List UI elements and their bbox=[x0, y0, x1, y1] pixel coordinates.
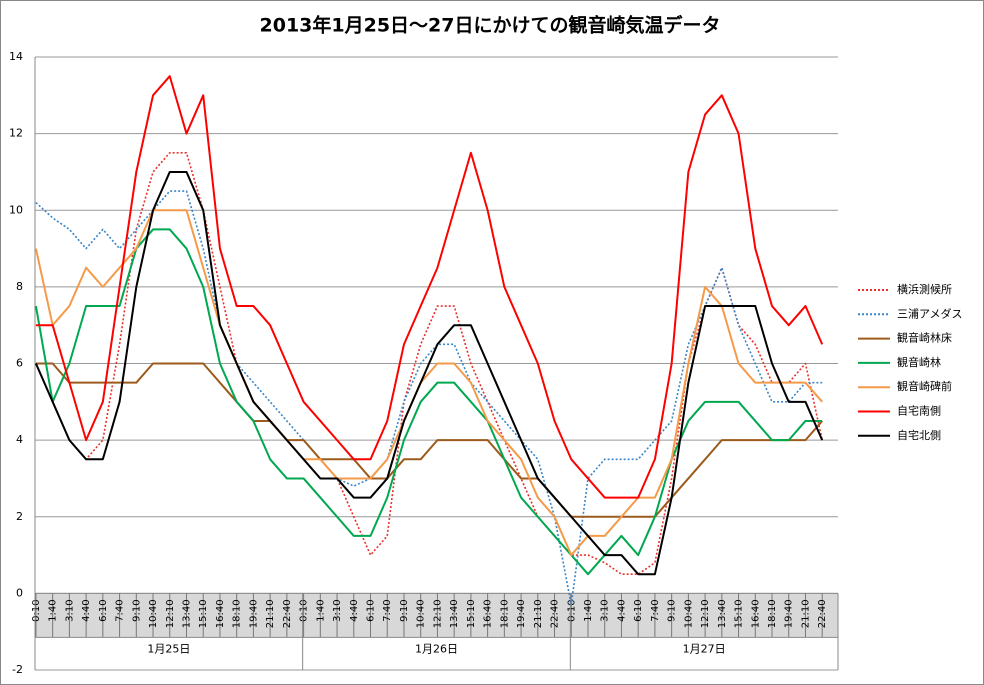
x-tick-label: 21:10 bbox=[265, 599, 276, 628]
x-tick-label: 16:40 bbox=[750, 599, 761, 628]
x-tick-label: 13:40 bbox=[449, 599, 460, 628]
x-tick-label: 13:40 bbox=[717, 599, 728, 628]
y-tick-label: 0 bbox=[16, 586, 23, 599]
x-tick-label: 19:40 bbox=[516, 599, 527, 628]
x-tick-label: 16:40 bbox=[215, 599, 226, 628]
x-tick-label: 15:10 bbox=[466, 599, 477, 628]
series-line bbox=[35, 151, 823, 576]
x-tick-label: 15:10 bbox=[734, 599, 745, 628]
x-tick-label: 12:10 bbox=[432, 599, 443, 628]
y-tick-label: 10 bbox=[9, 203, 23, 216]
x-tick-label: 15:10 bbox=[198, 599, 209, 628]
x-tick-label: 22:40 bbox=[817, 599, 828, 628]
x-tick-label: 9:10 bbox=[667, 599, 678, 621]
x-tick-label: 18:10 bbox=[232, 599, 243, 628]
x-tick-label: 6:10 bbox=[98, 599, 109, 621]
x-tick-label: 18:10 bbox=[499, 599, 510, 628]
x-tick-label: 4:40 bbox=[349, 599, 360, 621]
x-tick-label: 18:10 bbox=[767, 599, 778, 628]
x-tick-label: 10:40 bbox=[683, 599, 694, 628]
group-label: 1月27日 bbox=[683, 642, 726, 655]
legend-label: 観音崎林床 bbox=[897, 331, 952, 345]
x-tick-label: 9:10 bbox=[399, 599, 410, 621]
x-tick-label: 7:40 bbox=[382, 599, 393, 621]
y-tick-label: -2 bbox=[12, 663, 23, 676]
group-label: 1月26日 bbox=[415, 642, 458, 655]
x-axis-tick-band bbox=[35, 593, 838, 638]
x-tick-label: 7:40 bbox=[115, 599, 126, 621]
x-tick-label: 7:40 bbox=[650, 599, 661, 621]
series-line bbox=[35, 362, 823, 518]
x-tick-label: 0:10 bbox=[566, 599, 577, 621]
x-tick-label: 12:10 bbox=[165, 599, 176, 628]
x-tick-label: 10:40 bbox=[148, 599, 159, 628]
legend-label: 観音崎碑前 bbox=[897, 379, 952, 393]
legend-label: 観音崎林 bbox=[897, 355, 941, 369]
y-tick-label: 2 bbox=[16, 510, 23, 523]
y-tick-label: 6 bbox=[16, 357, 23, 370]
x-tick-label: 0:10 bbox=[299, 599, 310, 621]
legend-label: 横浜測候所 bbox=[897, 282, 952, 296]
x-tick-label: 12:10 bbox=[700, 599, 711, 628]
x-tick-label: 21:10 bbox=[533, 599, 544, 628]
x-tick-label: 19:40 bbox=[248, 599, 259, 628]
series-line bbox=[35, 190, 823, 606]
x-tick-label: 6:10 bbox=[633, 599, 644, 621]
x-tick-label: 4:40 bbox=[616, 599, 627, 621]
series-line bbox=[34, 228, 823, 576]
legend-label: 三浦アメダス bbox=[897, 306, 962, 320]
y-tick-label: 12 bbox=[9, 127, 23, 140]
legend-label: 自宅南側 bbox=[897, 404, 941, 418]
x-tick-label: 9:10 bbox=[131, 599, 142, 621]
x-tick-label: 22:40 bbox=[282, 599, 293, 628]
series-line bbox=[35, 75, 824, 499]
chart-title: 2013年1月25日～27日にかけての観音崎気温データ bbox=[260, 14, 721, 37]
x-tick-label: 3:10 bbox=[64, 599, 75, 621]
x-tick-label: 1:40 bbox=[315, 599, 326, 621]
x-tick-label: 6:10 bbox=[366, 599, 377, 621]
y-tick-label: 4 bbox=[16, 433, 23, 446]
series-line bbox=[35, 170, 824, 576]
x-tick-label: 19:40 bbox=[784, 599, 795, 628]
x-tick-label: 10:40 bbox=[416, 599, 427, 628]
legend-label: 自宅北側 bbox=[897, 428, 941, 442]
x-tick-label: 1:40 bbox=[583, 599, 594, 621]
x-tick-label: 21:10 bbox=[800, 599, 811, 628]
x-tick-label: 0:10 bbox=[31, 599, 42, 621]
x-tick-label: 13:40 bbox=[181, 599, 192, 628]
x-tick-label: 3:10 bbox=[332, 599, 343, 621]
series-line bbox=[34, 209, 823, 557]
y-tick-label: 14 bbox=[9, 50, 23, 63]
x-tick-label: 4:40 bbox=[81, 599, 92, 621]
x-tick-label: 3:10 bbox=[600, 599, 611, 621]
group-label: 1月25日 bbox=[147, 642, 190, 655]
y-tick-label: 8 bbox=[16, 280, 23, 293]
x-tick-label: 16:40 bbox=[483, 599, 494, 628]
x-tick-label: 22:40 bbox=[550, 599, 561, 628]
x-tick-label: 1:40 bbox=[48, 599, 59, 621]
